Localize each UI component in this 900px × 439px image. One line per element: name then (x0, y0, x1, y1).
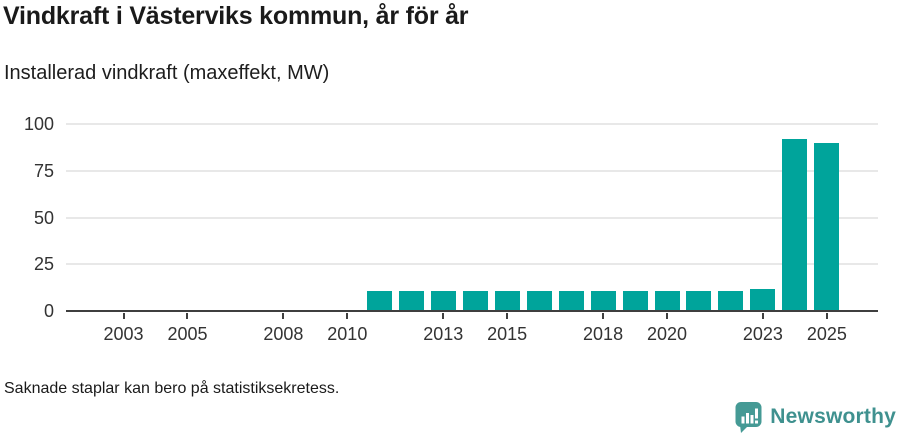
gridline-y-50 (66, 216, 878, 219)
chart-subtitle: Installerad vindkraft (maxeffekt, MW) (4, 62, 330, 84)
bar-2018 (590, 291, 616, 311)
bar-2023 (750, 288, 776, 311)
bar-2021 (686, 291, 712, 311)
bar-2015 (494, 291, 520, 311)
x-tick-2018 (602, 312, 605, 319)
brand-logo: Newsworthy (734, 399, 896, 435)
bar-2011 (366, 291, 392, 311)
y-tick-label-25: 25 (33, 254, 54, 275)
x-tick-2013 (442, 312, 445, 319)
bar-2020 (654, 291, 680, 311)
x-tick-label-2018: 2018 (583, 324, 624, 344)
x-tick-2020 (666, 312, 668, 319)
gridline-y-25 (66, 263, 878, 266)
y-tick-label-50: 50 (33, 207, 54, 228)
bar-2014 (462, 291, 488, 311)
x-tick-2005 (186, 312, 189, 319)
x-tick-label-2023: 2023 (742, 324, 783, 344)
x-tick-label-2015: 2015 (487, 324, 528, 344)
x-tick-2010 (346, 312, 349, 319)
bar-2012 (398, 291, 424, 311)
footnote: Saknade staplar kan bero på statistiksek… (4, 380, 340, 397)
y-tick-label-75: 75 (33, 160, 54, 181)
x-tick-2015 (506, 312, 509, 319)
bar-2017 (558, 291, 584, 311)
y-tick-label-100: 100 (23, 114, 54, 134)
x-tick-label-2005: 2005 (167, 324, 208, 344)
x-tick-label-2025: 2025 (806, 324, 847, 344)
bar-2016 (526, 291, 552, 311)
bar-2024 (782, 138, 808, 311)
x-tick-label-2003: 2003 (103, 324, 144, 344)
chart-title: Vindkraft i Västerviks kommun, år för år (3, 2, 469, 30)
gridline-y-100 (66, 123, 878, 125)
bar-2013 (430, 291, 456, 311)
x-tick-2008 (282, 312, 285, 319)
x-tick-2023 (761, 312, 764, 319)
x-axis-line (66, 309, 878, 312)
bar-2022 (718, 291, 744, 311)
brand-name: Newsworthy (770, 405, 896, 428)
newsworthy-logo-icon (734, 401, 763, 434)
x-tick-2003 (122, 312, 125, 319)
x-tick-label-2008: 2008 (263, 324, 304, 344)
x-tick-label-2010: 2010 (327, 324, 368, 344)
bar-2025 (814, 142, 840, 311)
gridline-y-75 (66, 169, 878, 172)
x-tick-label-2013: 2013 (423, 324, 464, 344)
x-tick-2025 (825, 312, 828, 319)
bar-2019 (622, 291, 648, 311)
x-tick-label-2020: 2020 (646, 324, 688, 344)
y-tick-label-0: 0 (43, 301, 54, 321)
